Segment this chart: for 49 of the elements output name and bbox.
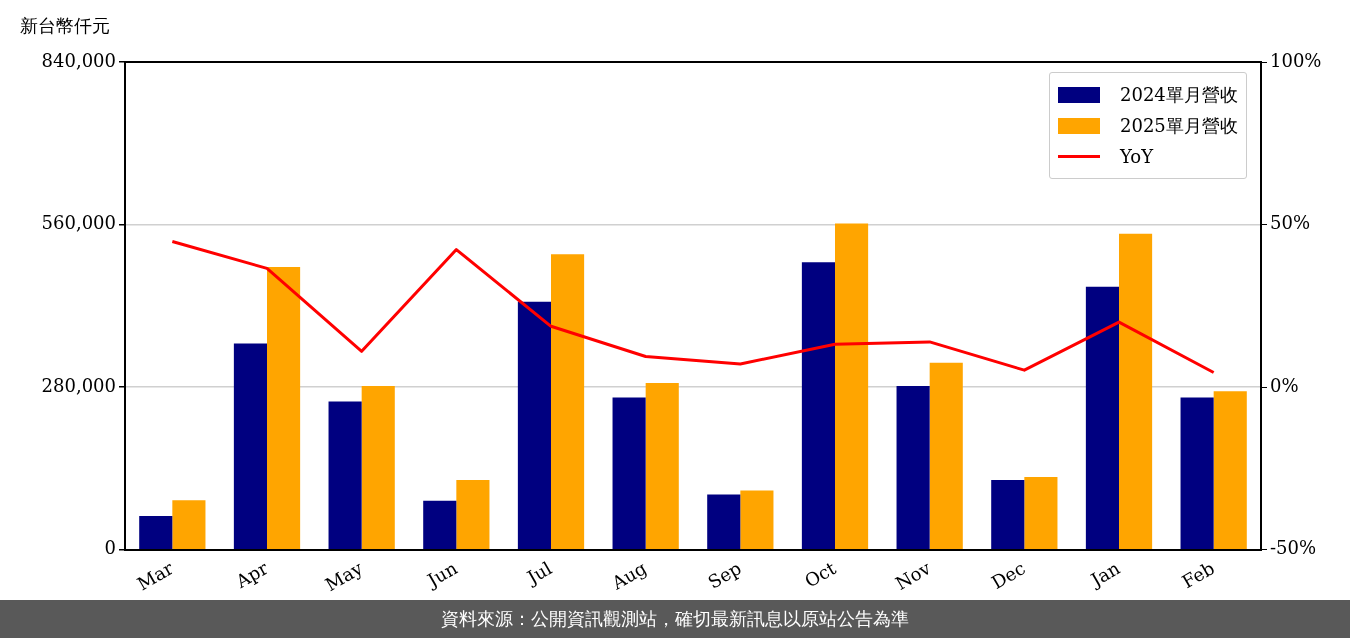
- bar: [551, 254, 585, 549]
- x-tick-label: Jul: [521, 557, 556, 589]
- source-note: 資料來源：公開資訊觀測站，確切最新訊息以原站公告為準: [0, 600, 1350, 638]
- y2-tick-label: 100%: [1270, 49, 1322, 71]
- bar: [361, 385, 395, 549]
- bar: [1180, 397, 1214, 549]
- bar: [456, 479, 490, 549]
- x-tick-label: Dec: [987, 557, 1029, 594]
- y-tick-label: 0: [104, 537, 116, 559]
- bar: [707, 494, 741, 549]
- bar: [267, 266, 301, 549]
- bar: [328, 401, 362, 549]
- bar: [645, 383, 679, 549]
- x-tick-label: Jan: [1085, 557, 1124, 592]
- x-tick-label: May: [321, 556, 367, 596]
- bar: [139, 515, 173, 549]
- bar: [612, 397, 646, 549]
- bar: [172, 500, 206, 549]
- x-tick-label: Oct: [801, 556, 840, 592]
- bar: [1213, 391, 1247, 549]
- bar: [929, 362, 963, 549]
- bar: [801, 262, 835, 549]
- y2-tick-label: 50%: [1270, 212, 1311, 234]
- x-tick-label: Feb: [1178, 557, 1218, 593]
- y2-tick-label: 0%: [1270, 374, 1299, 396]
- bar: [1085, 286, 1119, 549]
- bar: [1119, 233, 1153, 549]
- legend-label: 2025單月營收: [1120, 113, 1238, 138]
- bar: [991, 479, 1025, 549]
- y-tick-label: 840,000: [41, 49, 116, 71]
- bar: [517, 301, 551, 549]
- x-tick-label: Mar: [133, 557, 178, 595]
- y-tick-label: 280,000: [41, 374, 116, 396]
- y2-tick-label: -50%: [1270, 537, 1317, 559]
- x-tick-label: Nov: [891, 556, 935, 594]
- x-tick-label: Apr: [231, 557, 272, 593]
- y-axis-title: 新台幣仟元: [20, 14, 110, 38]
- x-tick-label: Aug: [607, 557, 650, 595]
- bar: [423, 500, 457, 549]
- bar: [835, 223, 869, 549]
- legend-label: YoY: [1120, 146, 1154, 167]
- bar: [1024, 477, 1058, 549]
- x-tick-label: Sep: [704, 557, 745, 593]
- legend-label: 2024單月營收: [1120, 82, 1238, 107]
- bar: [740, 490, 774, 549]
- bar: [233, 343, 267, 549]
- x-tick-label: Jun: [422, 557, 462, 592]
- y-tick-label: 560,000: [41, 212, 116, 234]
- bar: [896, 385, 930, 549]
